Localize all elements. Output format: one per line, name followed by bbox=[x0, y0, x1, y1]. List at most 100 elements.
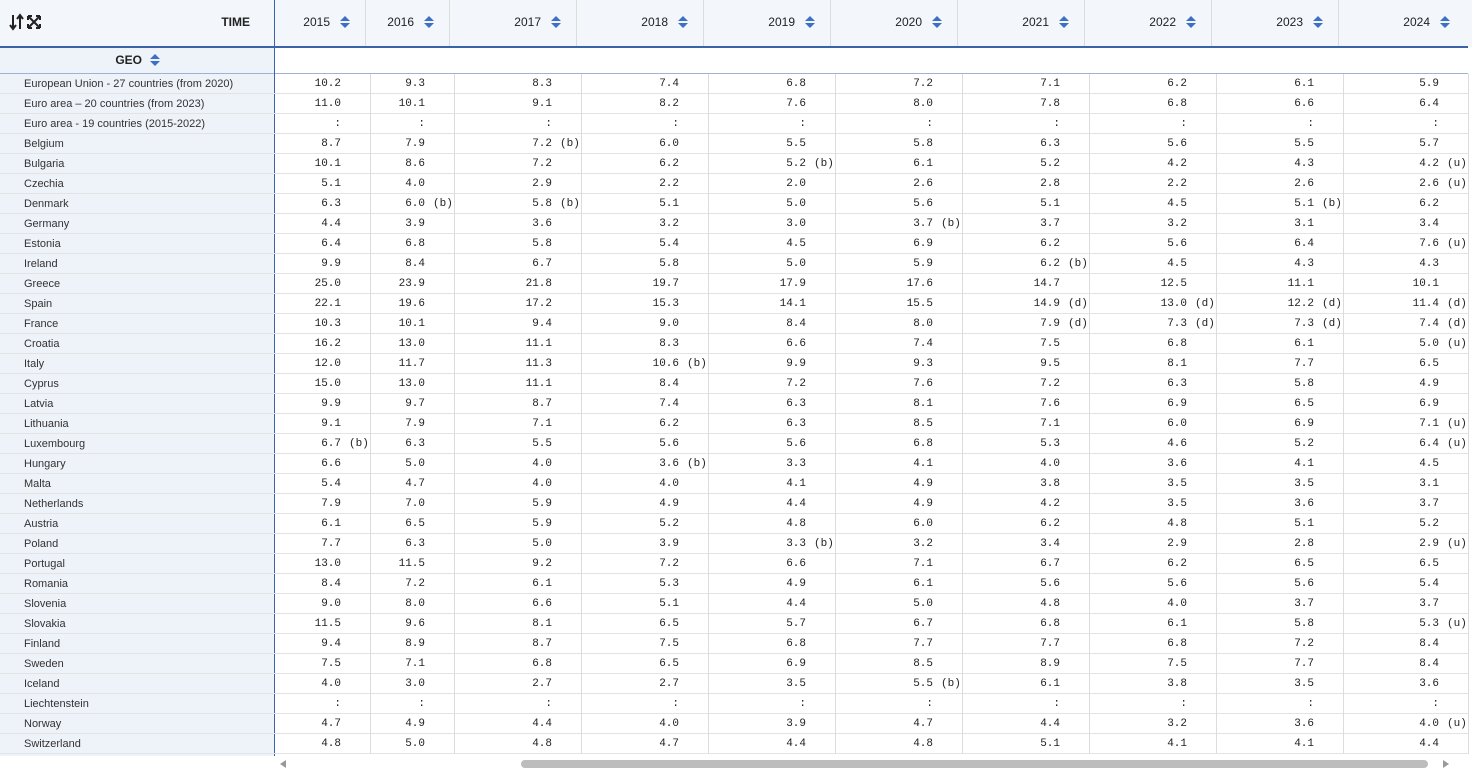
cell-value: 4.3 bbox=[1419, 258, 1439, 270]
cell-value: 8.0 bbox=[913, 98, 933, 110]
cell-value: 9.6 bbox=[405, 618, 425, 630]
cell-value: 7.5 bbox=[659, 638, 679, 650]
cell-value: 9.0 bbox=[659, 318, 679, 330]
cell-value: 4.1 bbox=[1167, 738, 1187, 750]
year-header: 2017 bbox=[514, 15, 541, 29]
cell-value: : bbox=[1307, 118, 1314, 130]
cell-value: 4.7 bbox=[913, 718, 933, 730]
cell-value: 6.1 bbox=[1040, 678, 1060, 690]
cell-value: 7.6 bbox=[913, 378, 933, 390]
horizontal-scrollbar[interactable] bbox=[275, 757, 1472, 769]
cell-value: 9.3 bbox=[405, 78, 425, 90]
cell-value: 5.6 bbox=[1294, 578, 1314, 590]
cell-value: 4.8 bbox=[321, 738, 341, 750]
cell-value: 8.4 bbox=[405, 258, 425, 270]
cell-value: 3.6 bbox=[1167, 458, 1187, 470]
cell-value: 6.8 bbox=[786, 78, 806, 90]
cell-value: : bbox=[334, 698, 341, 710]
cell-value: : bbox=[672, 698, 679, 710]
cell-value: 6.5 bbox=[405, 518, 425, 530]
cell-value: 12.0 bbox=[314, 358, 341, 370]
geo-header-divider bbox=[0, 73, 1468, 74]
cell-value: 15.5 bbox=[906, 298, 933, 310]
cell-value: 6.8 bbox=[1167, 338, 1187, 350]
cell-value: 17.6 bbox=[906, 278, 933, 290]
cell-value: 6.0 bbox=[913, 518, 933, 530]
cell-value: 6.7 bbox=[321, 438, 341, 450]
cell-value: 6.6 bbox=[532, 598, 552, 610]
cell-flag: (b) bbox=[941, 678, 961, 690]
column-divider bbox=[454, 74, 455, 754]
cell-value: 4.4 bbox=[786, 598, 806, 610]
cell-value: 7.7 bbox=[1294, 358, 1314, 370]
cell-value: 5.2 bbox=[1294, 438, 1314, 450]
cell-value: : bbox=[799, 698, 806, 710]
cell-value: 6.1 bbox=[913, 578, 933, 590]
cell-value: 5.6 bbox=[913, 198, 933, 210]
sort-icon[interactable] bbox=[931, 15, 943, 29]
cell-flag: (b) bbox=[687, 358, 707, 370]
cell-value: 9.2 bbox=[532, 558, 552, 570]
cell-value: 6.9 bbox=[1419, 398, 1439, 410]
geo-name: Finland bbox=[24, 638, 61, 650]
sort-icon[interactable] bbox=[339, 15, 351, 29]
cell-value: 2.2 bbox=[1167, 178, 1187, 190]
cell-flag: (d) bbox=[1322, 318, 1342, 330]
year-header: 2022 bbox=[1149, 15, 1176, 29]
cell-value: 15.0 bbox=[314, 378, 341, 390]
cell-value: 3.7 bbox=[1294, 598, 1314, 610]
sort-icon[interactable] bbox=[550, 15, 562, 29]
cell-value: 6.8 bbox=[405, 238, 425, 250]
row-divider bbox=[0, 473, 1468, 474]
sort-icon[interactable] bbox=[1058, 15, 1070, 29]
cell-value: 5.9 bbox=[532, 518, 552, 530]
cell-value: 2.9 bbox=[1167, 538, 1187, 550]
cell-value: 7.3 bbox=[1167, 318, 1187, 330]
geo-column-divider bbox=[274, 0, 275, 756]
year-header: 2021 bbox=[1022, 15, 1049, 29]
cell-value: 4.5 bbox=[786, 238, 806, 250]
cell-value: 7.3 bbox=[1294, 318, 1314, 330]
cell-value: 10.1 bbox=[1412, 278, 1439, 290]
cell-value: : bbox=[545, 118, 552, 130]
geo-sort-icon[interactable] bbox=[149, 53, 161, 67]
cell-value: 4.4 bbox=[532, 718, 552, 730]
geo-name: Latvia bbox=[24, 398, 54, 410]
cell-value: 4.0 bbox=[1040, 458, 1060, 470]
column-divider bbox=[962, 74, 963, 754]
year-header: 2019 bbox=[768, 15, 795, 29]
cell-value: 4.5 bbox=[1419, 458, 1439, 470]
cell-value: 5.0 bbox=[405, 738, 425, 750]
sort-icon[interactable] bbox=[1312, 15, 1324, 29]
cell-value: 7.2 bbox=[532, 158, 552, 170]
cell-value: 4.4 bbox=[1040, 718, 1060, 730]
cell-value: 5.2 bbox=[786, 158, 806, 170]
year-header: 2020 bbox=[895, 15, 922, 29]
sort-icon[interactable] bbox=[804, 15, 816, 29]
cell-value: 7.2 bbox=[1040, 378, 1060, 390]
cell-flag: (u) bbox=[1447, 538, 1467, 550]
cell-value: 13.0 bbox=[314, 558, 341, 570]
cell-value: 9.9 bbox=[321, 258, 341, 270]
row-divider bbox=[0, 313, 1468, 314]
cell-flag: (b) bbox=[560, 198, 580, 210]
cell-value: 7.9 bbox=[405, 418, 425, 430]
cell-value: 4.4 bbox=[1419, 738, 1439, 750]
cell-value: : bbox=[418, 118, 425, 130]
cell-flag: (b) bbox=[1322, 198, 1342, 210]
cell-value: 4.8 bbox=[913, 738, 933, 750]
table-options-icon[interactable] bbox=[8, 13, 46, 31]
sort-icon[interactable] bbox=[423, 15, 435, 29]
cell-flag: (u) bbox=[1447, 418, 1467, 430]
row-divider bbox=[0, 733, 1468, 734]
sort-icon[interactable] bbox=[1439, 15, 1451, 29]
cell-flag: (d) bbox=[1195, 318, 1215, 330]
cell-flag: (u) bbox=[1447, 338, 1467, 350]
cell-value: 11.3 bbox=[525, 358, 552, 370]
cell-value: 6.5 bbox=[1294, 558, 1314, 570]
cell-value: 11.4 bbox=[1412, 298, 1439, 310]
sort-icon[interactable] bbox=[1185, 15, 1197, 29]
sort-icon[interactable] bbox=[677, 15, 689, 29]
geo-name: Germany bbox=[24, 218, 70, 230]
